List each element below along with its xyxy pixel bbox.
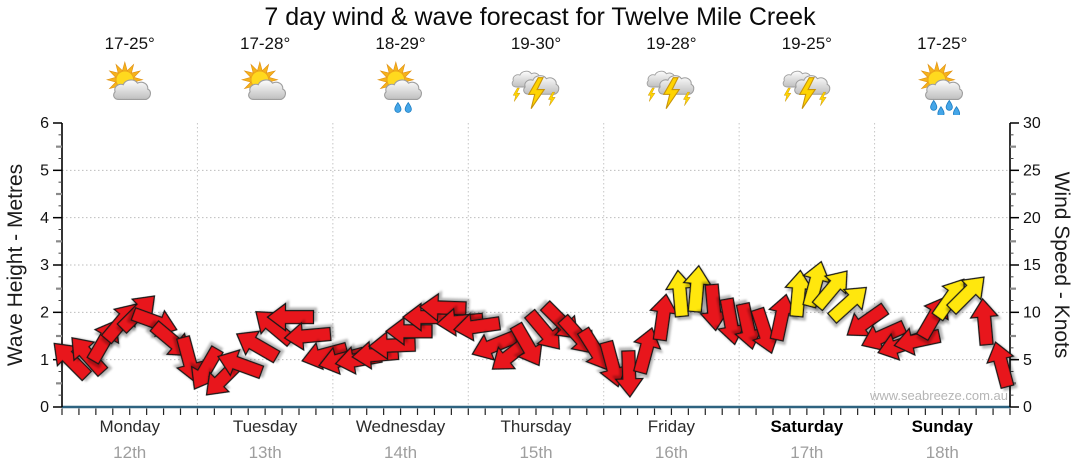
temperature-range: 17-28° [239, 34, 291, 53]
day-date: 14th [384, 443, 418, 462]
temperature-range: 18-29° [375, 34, 426, 53]
svg-text:10: 10 [1023, 305, 1041, 322]
day-name: Friday [647, 417, 696, 436]
day-column-7: 17-25° Sunday 18th [875, 0, 1010, 475]
chart-title: 7 day wind & wave forecast for Twelve Mi… [264, 3, 816, 31]
svg-text:4: 4 [40, 210, 49, 227]
weather-icon-partly-cloudy [103, 59, 157, 115]
day-name: Wednesday [355, 417, 446, 436]
wind-speed-axis-label: Wind Speed - Knots [1050, 171, 1073, 359]
svg-text:5: 5 [1023, 352, 1032, 369]
day-column-5: 19-28° Friday 16th [604, 0, 739, 475]
day-name: Saturday [770, 417, 844, 436]
day-date: 16th [654, 443, 688, 462]
temperature-range: 17-25° [104, 34, 155, 53]
temperature-range: 17-25° [917, 34, 968, 53]
svg-text:5: 5 [40, 163, 49, 180]
svg-text:0: 0 [40, 399, 49, 416]
svg-text:25: 25 [1023, 163, 1041, 180]
weather-icon-storm [780, 59, 834, 115]
svg-text:6: 6 [40, 115, 49, 132]
temperature-range: 19-25° [781, 34, 832, 53]
svg-text:30: 30 [1023, 115, 1041, 132]
day-column-1: 17-25° Monday 12th [62, 0, 197, 475]
svg-text:20: 20 [1023, 210, 1041, 227]
svg-text:2: 2 [40, 305, 49, 322]
watermark: www.seabreeze.com.au [869, 388, 1008, 403]
day-date: 17th [790, 443, 824, 462]
temperature-range: 19-30° [510, 34, 562, 53]
weather-icon-storm [644, 59, 698, 115]
svg-text:1: 1 [40, 352, 49, 369]
day-column-4: 19-30° Thursday 15th [468, 0, 603, 475]
svg-text:3: 3 [40, 257, 49, 274]
day-column-3: 18-29° Wednesday 14th [333, 0, 468, 475]
day-date: 15th [519, 443, 553, 462]
day-name: Thursday [500, 417, 572, 436]
weather-icon-storm [509, 59, 563, 115]
day-name: Monday [99, 417, 160, 436]
day-name: Sunday [911, 417, 973, 436]
weather-icon-partly-cloudy [238, 59, 292, 115]
svg-text:15: 15 [1023, 257, 1041, 274]
wave-height-axis-label: Wave Height - Metres [4, 163, 27, 367]
svg-text:0: 0 [1023, 399, 1032, 416]
day-column-6: 19-25° Saturday 17th [739, 0, 874, 475]
day-name: Tuesday [232, 417, 298, 436]
day-date: 18th [925, 443, 959, 462]
temperature-range: 19-28° [646, 34, 697, 53]
day-column-2: 17-28° Tuesday 13th [197, 0, 332, 475]
day-date: 12th [113, 443, 147, 462]
weather-icon-showers [915, 59, 969, 117]
weather-icon-showers [374, 59, 428, 115]
day-date: 13th [248, 443, 282, 462]
